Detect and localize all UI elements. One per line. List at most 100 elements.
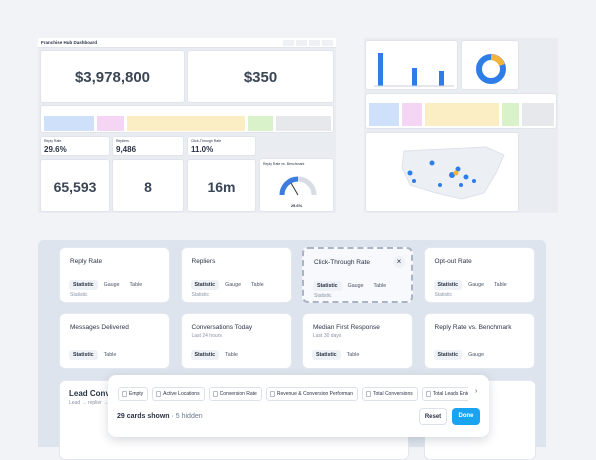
tab[interactable]: Statistic: [313, 281, 342, 291]
stat-card: Reply Rate 29.6%: [40, 136, 110, 156]
map-card: [365, 132, 519, 212]
card-footer: Statistic: [70, 292, 88, 298]
gauge-card: Reply Rate vs. Benchmark 29.6%: [259, 158, 334, 212]
card-title: Reply Rate vs. Benchmark: [434, 324, 512, 331]
card-title: Click-Through Rate: [314, 259, 370, 266]
bar-chart-card: [365, 40, 458, 90]
controls: [283, 40, 333, 46]
donut: [476, 54, 506, 84]
donut-card: [461, 40, 519, 90]
card[interactable]: Click-Through Rate Statistic Gauge Table Sta…: [302, 247, 413, 303]
count: 29: [117, 413, 125, 420]
stat-value: 8: [144, 179, 152, 195]
card-subtitle: Lead → replier →: [69, 400, 109, 406]
tab[interactable]: Table: [103, 352, 117, 358]
tabs: Statistic Gauge Table: [69, 280, 146, 290]
tab[interactable]: Table: [251, 282, 264, 288]
close-button[interactable]: ×: [393, 256, 405, 268]
stat-card: 8: [112, 159, 184, 212]
group: [44, 116, 94, 131]
chip[interactable]: Total Leads Enter: [421, 387, 468, 401]
dashboard-thumbnail: [364, 38, 558, 213]
header: Franchise Hub Dashboard: [38, 38, 336, 48]
chip[interactable]: Conversion Rate: [208, 387, 262, 401]
tabs: Statistic Table: [69, 350, 120, 360]
card-title: Conversations Today: [191, 324, 253, 331]
card-title: Opt-out Rate: [434, 258, 472, 265]
tabs: Statistic Gauge Table: [190, 280, 268, 290]
gauge-label: Reply Rate vs. Benchmark: [263, 162, 305, 166]
card-title: Repliers: [191, 258, 216, 265]
stat-card: $3,978,800: [40, 50, 185, 103]
stat-value: 65,593: [53, 179, 97, 195]
tabs: Statistic Gauge Table: [313, 281, 390, 291]
reset-button[interactable]: Reset: [419, 408, 447, 425]
card[interactable]: Opt-out Rate Statistic Gauge Table Statistic: [423, 247, 535, 303]
group-band: [365, 93, 557, 129]
tab[interactable]: Statistic: [312, 350, 341, 360]
chip[interactable]: Total Conversions: [362, 387, 418, 401]
card[interactable]: Repliers Statistic Gauge Table Statistic: [180, 247, 292, 303]
card[interactable]: Median First Response Last 30 days Statist…: [302, 313, 413, 369]
hidden-count: · 5 hidden: [171, 413, 203, 420]
scroll-arrow[interactable]: ›: [475, 388, 478, 395]
bar-chart: [374, 53, 454, 87]
tab[interactable]: Statistic: [433, 350, 463, 360]
tab[interactable]: Statistic: [190, 350, 220, 360]
tabs: Statistic Table: [190, 350, 242, 360]
group: [248, 116, 273, 131]
card-subtitle: Last 24 hours: [191, 333, 222, 339]
chip-row: Empty Active Locations Conversion Rate Reve…: [118, 387, 468, 401]
count-label: cards shown: [126, 413, 170, 420]
tab[interactable]: Gauge: [225, 282, 242, 288]
stat-card: 65,593: [40, 159, 110, 212]
tab[interactable]: Table: [225, 352, 238, 358]
card[interactable]: Messages Delivered Statistic Table: [59, 313, 170, 369]
gauge-value: 29.6%: [290, 203, 303, 208]
group: [97, 116, 124, 131]
page: Franchise Hub Dashboard $3,978,800 $350 …: [38, 38, 558, 460]
tab[interactable]: Gauge: [468, 352, 485, 358]
tab[interactable]: Statistic: [69, 350, 98, 360]
stat-card: Click-Through Rate 11.0%: [187, 136, 256, 156]
tab[interactable]: Gauge: [103, 282, 120, 288]
group-band: [40, 105, 334, 133]
card-footer: Statistic: [191, 292, 210, 298]
stat-card: 16m: [187, 159, 256, 212]
chip[interactable]: Active Locations: [152, 387, 205, 401]
stat-label: Click-Through Rate: [191, 139, 222, 143]
tab[interactable]: Table: [346, 352, 360, 358]
tab[interactable]: Statistic: [190, 280, 220, 290]
tabs: Statistic Gauge Table: [433, 280, 511, 290]
map: [401, 146, 505, 200]
gauge: [279, 176, 317, 196]
stat-value: 11.0%: [191, 145, 214, 154]
title: Franchise Hub Dashboard: [41, 40, 98, 45]
tab[interactable]: Gauge: [347, 283, 364, 289]
tab[interactable]: Table: [373, 283, 387, 289]
stat-label: Reply Rate: [44, 139, 62, 143]
chip[interactable]: Revenue & Conversion Performan: [265, 387, 358, 401]
dashboard-thumbnail: Franchise Hub Dashboard $3,978,800 $350 …: [38, 38, 336, 213]
tabs: Statistic Table: [312, 350, 363, 360]
stat-value: $3,978,800: [74, 69, 151, 86]
tab[interactable]: Gauge: [468, 282, 485, 288]
tab[interactable]: Table: [494, 282, 507, 288]
card[interactable]: Reply Rate Statistic Gauge Table Statistic: [59, 247, 170, 303]
stat-value: 9,486: [116, 145, 137, 154]
stat-value: 16m: [207, 179, 236, 195]
tab[interactable]: Statistic: [433, 280, 463, 290]
tab[interactable]: Table: [129, 282, 143, 288]
stat-label: Repliers: [116, 139, 129, 143]
tab[interactable]: Statistic: [69, 280, 98, 290]
done-button[interactable]: Done: [452, 408, 480, 425]
group: [127, 116, 245, 131]
tabs: Statistic Gauge: [433, 350, 489, 360]
stat-card: Repliers 9,486: [112, 136, 184, 156]
chip[interactable]: Empty: [118, 387, 149, 401]
card-title: Median First Response: [313, 324, 380, 331]
stat-card: $350: [187, 50, 334, 103]
summary: 29 cards shown · 5 hidden: [117, 413, 203, 420]
card[interactable]: Conversations Today Last 24 hours Statisti…: [180, 313, 292, 369]
card[interactable]: Reply Rate vs. Benchmark Statistic Gauge: [423, 313, 535, 369]
